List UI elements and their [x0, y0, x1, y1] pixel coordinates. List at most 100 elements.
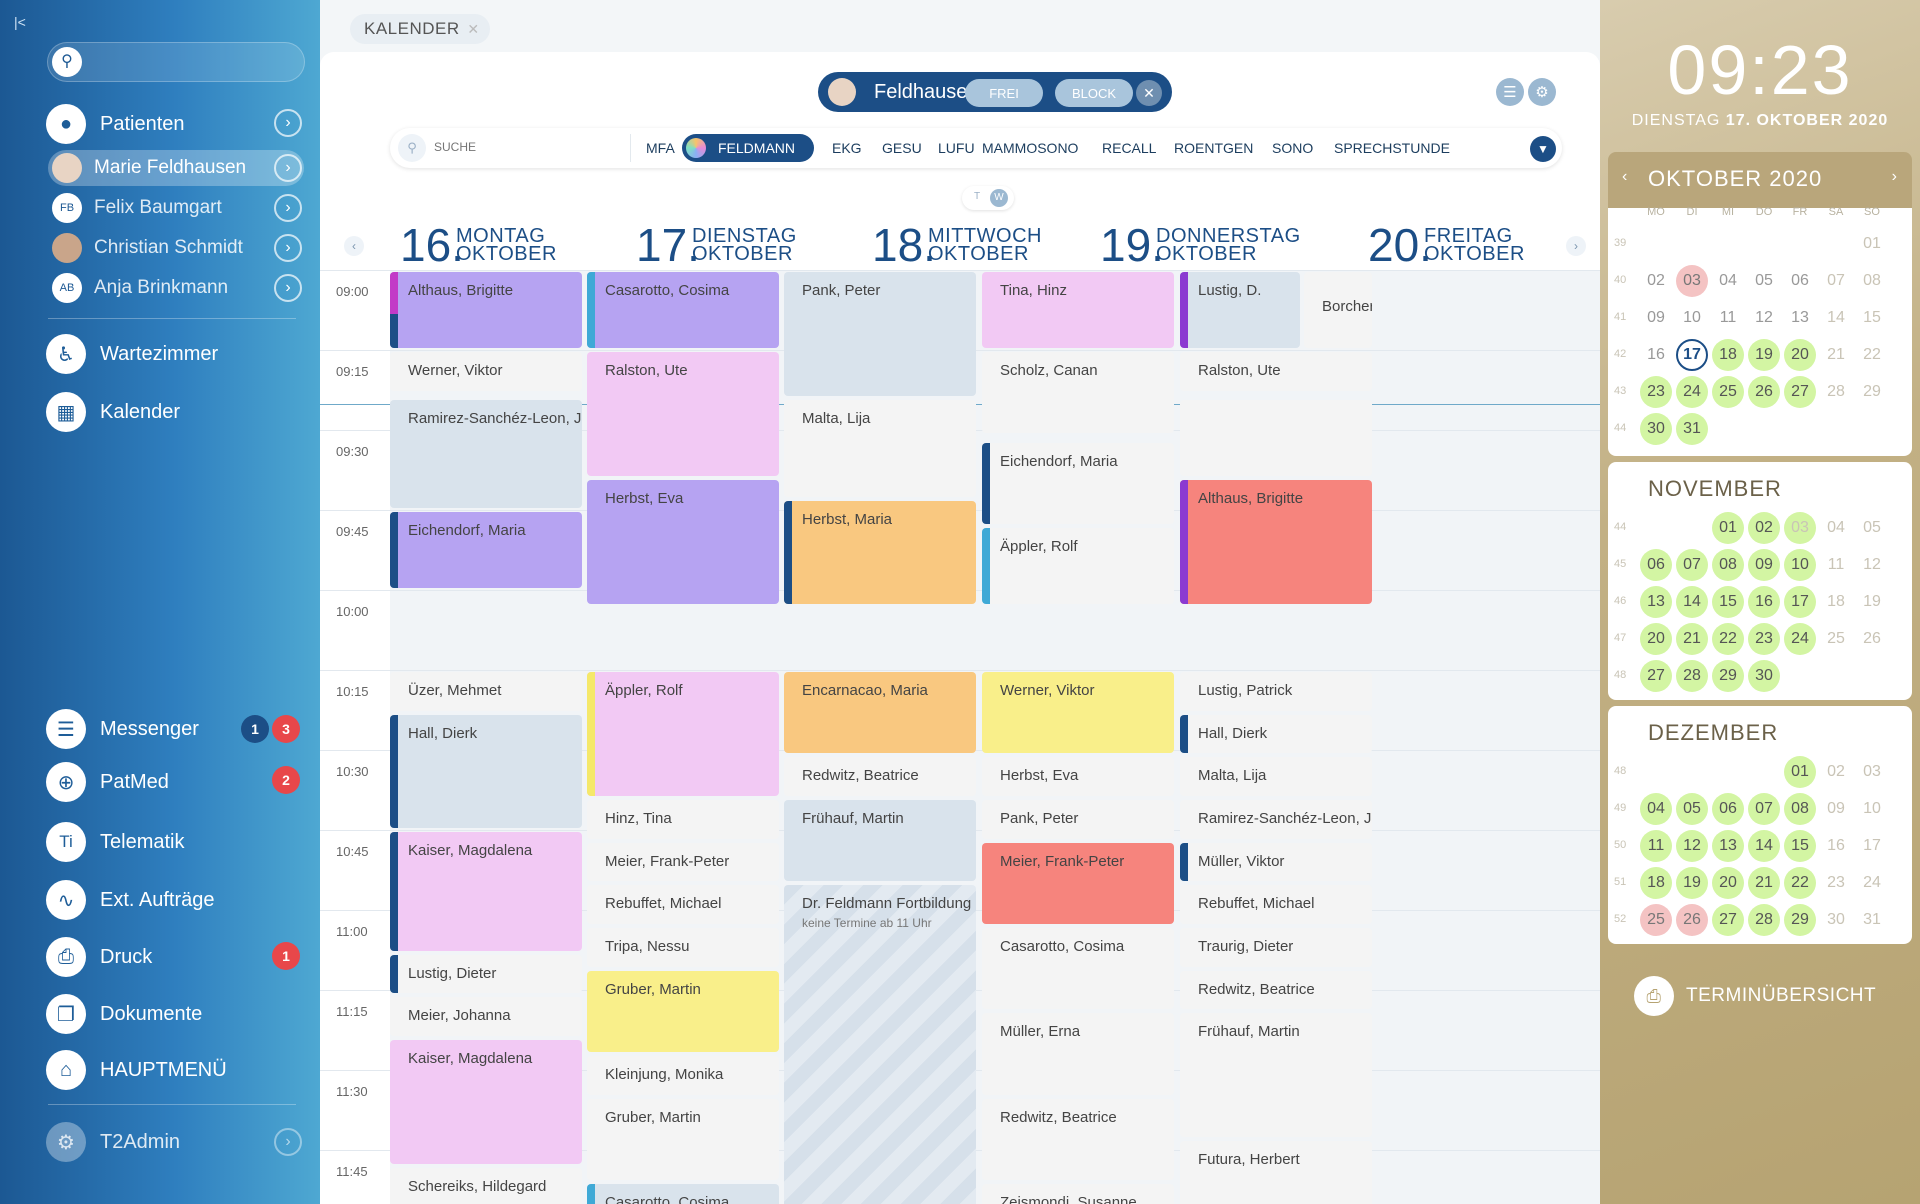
nav-messenger[interactable]: ☰ Messenger [46, 707, 199, 751]
calendar-day[interactable]: 24 [1676, 376, 1708, 408]
sidebar-patient-christian-schmidt[interactable]: Christian Schmidt [48, 230, 304, 266]
calendar-day[interactable]: 08 [1863, 272, 1881, 289]
calendar-day[interactable]: 11 [1640, 830, 1672, 862]
appointment[interactable]: Meier, Frank-Peter [982, 842, 1174, 924]
calendar-day[interactable]: 23 [1640, 376, 1672, 408]
filter-ekg[interactable]: EKG [832, 140, 862, 156]
appointment[interactable]: Üzer, Mehmet [390, 672, 582, 711]
calendar-day[interactable]: 01 [1784, 756, 1816, 788]
calendar-day[interactable]: 27 [1712, 904, 1744, 936]
appointment[interactable]: Gruber, Martin [587, 970, 779, 1052]
calendar-day[interactable]: 19 [1748, 339, 1780, 371]
calendar-day[interactable]: 13 [1791, 309, 1809, 326]
gear-icon[interactable]: ⚙ [1528, 78, 1556, 106]
calendar-day[interactable]: 11 [1827, 556, 1845, 573]
calendar-day[interactable]: 25 [1712, 376, 1744, 408]
calendar-day[interactable]: 14 [1676, 586, 1708, 618]
appointment[interactable]: Ralston, Ute [587, 352, 779, 476]
appointment[interactable]: Herbst, Eva [982, 757, 1174, 796]
calendar-day[interactable]: 16 [1827, 837, 1845, 854]
appointment[interactable]: Redwitz, Beatrice [1180, 970, 1372, 1010]
calendar-day[interactable]: 14 [1748, 830, 1780, 862]
calendar-day[interactable]: 10 [1683, 309, 1701, 326]
appointment[interactable]: Traurig, Dieter [1180, 928, 1372, 967]
nav-t2admin[interactable]: ⚙ T2Admin [46, 1120, 180, 1164]
appointment[interactable]: Hall, Dierk [1180, 714, 1372, 754]
calendar-day[interactable]: 28 [1827, 383, 1845, 400]
calendar-day[interactable]: 16 [1647, 346, 1665, 363]
appointment[interactable]: Borchert, P. [1304, 272, 1372, 348]
calendar-day[interactable]: 07 [1676, 549, 1708, 581]
calendar-day[interactable]: 05 [1676, 793, 1708, 825]
filter-sprechstunde[interactable]: SPRECHSTUNDE [1334, 140, 1450, 156]
calendar-day[interactable]: 09 [1647, 309, 1665, 326]
filter-roentgen[interactable]: ROENTGEN [1174, 140, 1254, 156]
filter-sono[interactable]: SONO [1272, 140, 1314, 156]
calendar-day[interactable]: 03 [1784, 512, 1816, 544]
calendar-day[interactable]: 22 [1712, 623, 1744, 655]
calendar-day[interactable]: 07 [1827, 272, 1845, 289]
nav-dokumente[interactable]: ❐ Dokumente [46, 992, 202, 1036]
calendar-day[interactable]: 04 [1640, 793, 1672, 825]
calendar-day[interactable]: 30 [1640, 413, 1672, 445]
appointment[interactable]: Tripa, Nessu [587, 928, 779, 967]
calendar-day[interactable]: 28 [1748, 904, 1780, 936]
filter-mfa[interactable]: MFA [646, 140, 675, 156]
appointment[interactable] [1180, 400, 1372, 476]
sidebar-patient-anja-brinkmann[interactable]: AB Anja Brinkmann [48, 270, 304, 306]
filter-lufu[interactable]: LUFU [938, 140, 975, 156]
calendar-day[interactable]: 30 [1827, 911, 1845, 928]
calendar-day[interactable]: 08 [1784, 793, 1816, 825]
appointment[interactable]: Schereiks, Hildegard [390, 1168, 582, 1204]
filter-mammosono[interactable]: MAMMOSONO [982, 140, 1079, 156]
calendar-day[interactable]: 06 [1712, 793, 1744, 825]
appointment[interactable]: Werner, Viktor [390, 352, 582, 391]
calendar-day[interactable]: 16 [1748, 586, 1780, 618]
calendar-day[interactable]: 10 [1784, 549, 1816, 581]
calendar-day[interactable]: 13 [1640, 586, 1672, 618]
chevron-right-icon[interactable]: › [274, 1128, 302, 1156]
calendar-day[interactable]: 01 [1863, 235, 1881, 252]
nav-wartezimmer[interactable]: ♿ Wartezimmer [46, 332, 218, 376]
calendar-day[interactable]: 04 [1719, 272, 1737, 289]
appointment[interactable]: Äppler, Rolf [587, 672, 779, 796]
calendar-day[interactable]: 09 [1827, 800, 1845, 817]
nav-druck[interactable]: ⎙ Druck [46, 935, 152, 979]
calendar-day[interactable]: 08 [1712, 549, 1744, 581]
nav-kalender[interactable]: ▦ Kalender [46, 390, 180, 434]
close-icon[interactable]: ✕ [1136, 80, 1162, 106]
appointment[interactable]: Althaus, Brigitte [390, 272, 582, 348]
calendar-day[interactable]: 21 [1827, 346, 1845, 363]
sidebar-patient-felix-baumgart[interactable]: FB Felix Baumgart [48, 190, 304, 226]
calendar-day[interactable]: 17 [1676, 339, 1708, 371]
view-day[interactable]: T [974, 191, 981, 202]
appointment[interactable]: Tina, Hinz [982, 272, 1174, 348]
frei-button[interactable]: FREI [965, 79, 1043, 107]
appointment[interactable]: Werner, Viktor [982, 672, 1174, 754]
nav-patmed[interactable]: ⊕ PatMed [46, 760, 169, 804]
sidebar-search[interactable]: ⚲ [47, 42, 305, 82]
calendar-day[interactable]: 13 [1712, 830, 1744, 862]
next-week-button[interactable]: › [1566, 236, 1586, 256]
chevron-right-icon[interactable]: › [274, 154, 302, 182]
calendar-day[interactable]: 02 [1827, 763, 1845, 780]
calendar-day[interactable]: 25 [1640, 904, 1672, 936]
calendar-day[interactable]: 31 [1676, 413, 1708, 445]
appointment[interactable]: Redwitz, Beatrice [784, 757, 976, 796]
calendar-day[interactable]: 20 [1784, 339, 1816, 371]
calendar-day[interactable]: 09 [1748, 549, 1780, 581]
calendar-day[interactable]: 02 [1748, 512, 1780, 544]
calendar-day[interactable]: 29 [1784, 904, 1816, 936]
chevron-right-icon[interactable]: › [274, 234, 302, 262]
appointment[interactable]: Ralston, Ute [1180, 352, 1372, 391]
calendar-day[interactable]: 15 [1863, 309, 1881, 326]
close-icon[interactable]: ✕ [467, 21, 480, 37]
calendar-day[interactable]: 21 [1748, 867, 1780, 899]
calendar-day[interactable]: 18 [1827, 593, 1845, 610]
calendar-day[interactable]: 04 [1827, 519, 1845, 536]
calendar-day[interactable]: 11 [1719, 309, 1737, 326]
appointment[interactable]: Pank, Peter [982, 800, 1174, 839]
calendar-day[interactable]: 12 [1755, 309, 1773, 326]
calendar-day[interactable]: 18 [1712, 339, 1744, 371]
